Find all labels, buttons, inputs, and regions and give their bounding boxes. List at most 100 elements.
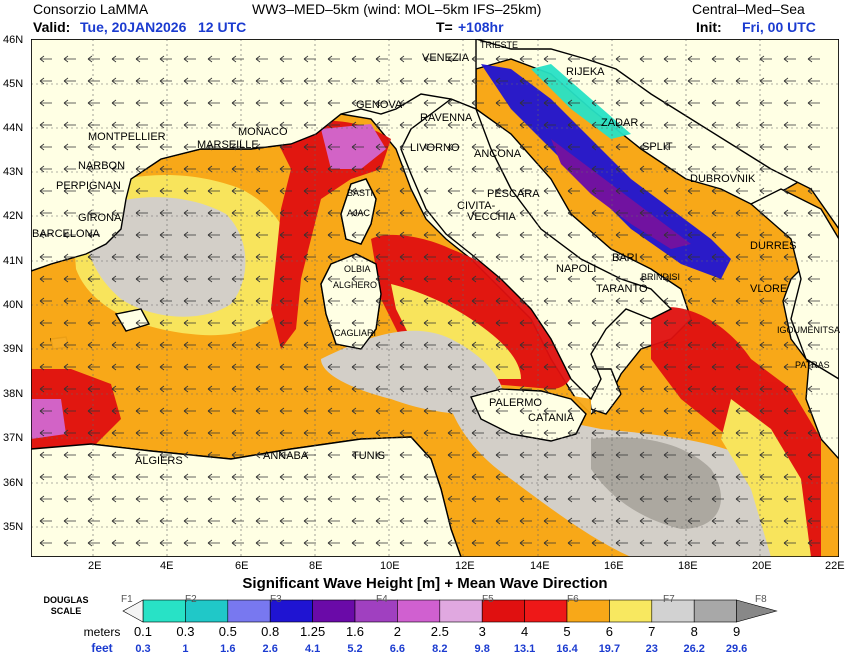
wave-direction-arrow xyxy=(567,187,580,195)
wave-direction-arrow xyxy=(639,275,652,283)
wave-direction-arrow xyxy=(495,385,508,393)
wave-direction-arrow xyxy=(639,187,652,195)
legend-meters-value: 3 xyxy=(479,624,486,639)
wave-direction-arrow xyxy=(471,77,484,85)
wave-direction-arrow xyxy=(519,407,532,415)
wave-direction-arrow xyxy=(639,407,652,415)
wave-direction-arrow xyxy=(255,407,268,415)
wave-direction-arrow xyxy=(807,143,820,151)
wave-direction-arrow xyxy=(639,99,652,107)
wave-direction-arrow xyxy=(687,363,700,371)
wave-direction-arrow xyxy=(303,143,316,151)
wave-direction-arrow xyxy=(567,341,580,349)
wave-direction-arrow xyxy=(735,275,748,283)
wave-direction-arrow xyxy=(399,473,412,481)
wave-direction-arrow xyxy=(279,517,292,525)
wave-direction-arrow xyxy=(255,165,268,173)
wave-direction-arrow xyxy=(111,55,124,63)
wave-direction-arrow xyxy=(231,77,244,85)
wave-direction-arrows xyxy=(39,55,820,547)
legend-feet-value: 8.2 xyxy=(432,643,447,655)
wave-direction-arrow xyxy=(543,363,556,371)
legend-meters-value: 4 xyxy=(521,624,528,639)
wave-direction-arrow xyxy=(327,165,340,173)
wave-direction-arrow xyxy=(351,187,364,195)
wave-direction-arrow xyxy=(39,539,52,547)
wave-direction-arrow xyxy=(447,297,460,305)
wave-direction-arrow xyxy=(303,363,316,371)
wave-direction-arrow xyxy=(591,143,604,151)
wave-direction-arrow xyxy=(711,429,724,437)
wave-direction-arrow xyxy=(519,451,532,459)
wave-direction-arrow xyxy=(39,187,52,195)
wave-direction-arrow xyxy=(39,253,52,261)
wave-direction-arrow xyxy=(639,473,652,481)
wave-direction-arrow xyxy=(423,341,436,349)
lon-tick-22e: 22E xyxy=(825,560,845,572)
wave-direction-arrow xyxy=(159,231,172,239)
wave-direction-arrow xyxy=(255,209,268,217)
wave-direction-arrow xyxy=(759,385,772,393)
wave-direction-arrow xyxy=(759,77,772,85)
wave-direction-arrow xyxy=(135,77,148,85)
wave-direction-arrow xyxy=(327,451,340,459)
wave-direction-arrow xyxy=(351,473,364,481)
legend-swatch xyxy=(524,599,568,623)
wave-direction-arrow xyxy=(279,451,292,459)
forecast-hour-label: T= xyxy=(436,19,453,35)
header-row-2: Valid: Tue, 20JAN2026 12 UTC T= +108hr I… xyxy=(0,19,850,37)
wave-direction-arrow xyxy=(231,451,244,459)
wave-direction-arrow xyxy=(159,495,172,503)
wave-direction-arrow xyxy=(519,209,532,217)
wave-direction-arrow xyxy=(663,55,676,63)
wave-direction-arrow xyxy=(183,517,196,525)
wave-direction-arrow xyxy=(423,363,436,371)
wave-direction-arrow xyxy=(759,55,772,63)
wave-direction-arrow xyxy=(111,77,124,85)
scale-label: SCALE xyxy=(51,606,82,616)
wave-direction-arrow xyxy=(543,297,556,305)
wave-direction-arrow xyxy=(39,297,52,305)
wave-direction-arrow xyxy=(759,165,772,173)
wave-direction-arrow xyxy=(471,253,484,261)
wave-direction-arrow xyxy=(351,209,364,217)
wave-direction-arrow xyxy=(807,121,820,129)
wave-direction-arrow xyxy=(495,407,508,415)
wave-direction-arrow xyxy=(663,165,676,173)
wave-direction-arrow xyxy=(327,517,340,525)
wave-direction-arrow xyxy=(279,473,292,481)
wave-direction-arrow xyxy=(615,121,628,129)
wave-direction-arrow xyxy=(87,539,100,547)
wave-direction-arrow xyxy=(519,165,532,173)
wave-direction-arrow xyxy=(711,165,724,173)
wave-direction-arrow xyxy=(759,451,772,459)
wave-direction-arrow xyxy=(375,473,388,481)
wave-direction-arrow xyxy=(351,231,364,239)
wave-direction-arrow xyxy=(615,143,628,151)
lon-tick-14e: 14E xyxy=(530,560,550,572)
wave-direction-arrow xyxy=(279,187,292,195)
wave-direction-arrow xyxy=(375,143,388,151)
wave-direction-arrow xyxy=(375,407,388,415)
wave-direction-arrow xyxy=(63,495,76,503)
wave-direction-arrow xyxy=(303,55,316,63)
wave-direction-arrow xyxy=(495,99,508,107)
wave-direction-arrow xyxy=(639,297,652,305)
wave-direction-arrow xyxy=(495,517,508,525)
wave-direction-arrow xyxy=(711,143,724,151)
wave-direction-arrow xyxy=(375,539,388,547)
legend-feet-value: 5.2 xyxy=(347,643,362,655)
wave-direction-arrow xyxy=(423,275,436,283)
wave-direction-arrow xyxy=(615,429,628,437)
wave-direction-arrow xyxy=(735,55,748,63)
wave-direction-arrow xyxy=(159,121,172,129)
wave-direction-arrow xyxy=(303,275,316,283)
wave-direction-arrow xyxy=(783,385,796,393)
wave-direction-arrow xyxy=(111,341,124,349)
wave-direction-arrow xyxy=(303,99,316,107)
wave-direction-arrow xyxy=(207,451,220,459)
meters-label: meters xyxy=(84,625,121,639)
wave-direction-arrow xyxy=(135,539,148,547)
wave-direction-arrow xyxy=(471,143,484,151)
wave-direction-arrow xyxy=(159,363,172,371)
